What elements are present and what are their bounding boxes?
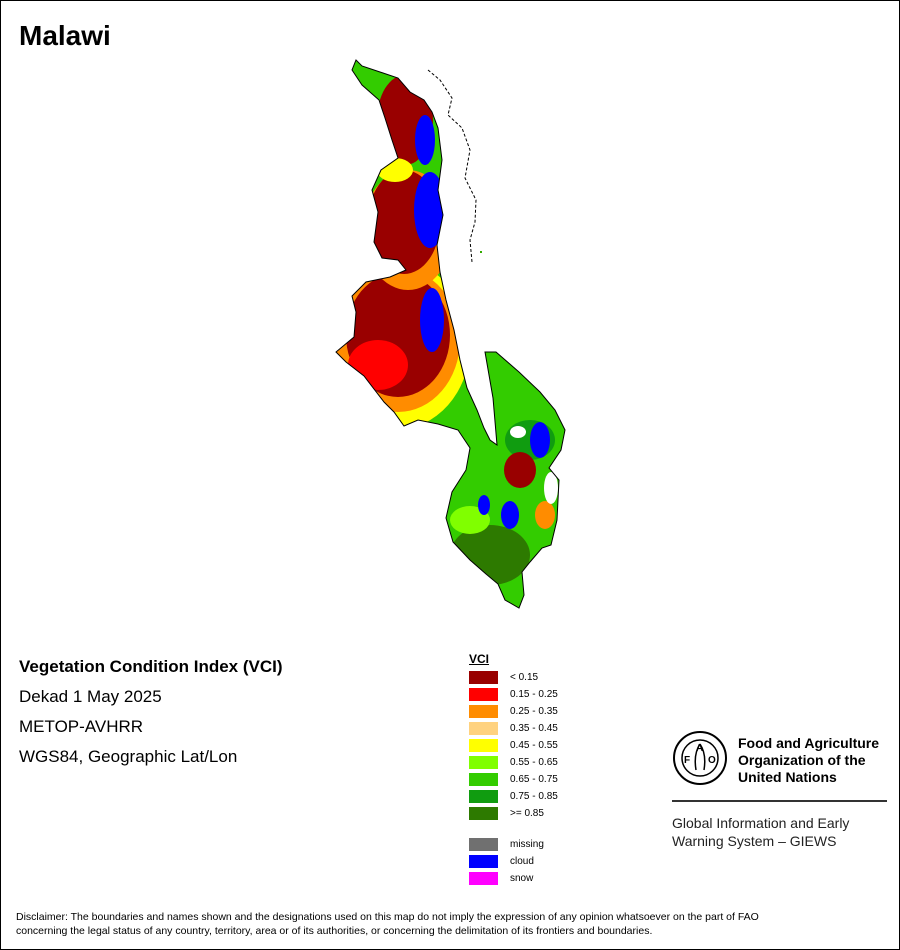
map-area (335, 59, 566, 609)
index-title: Vegetation Condition Index (VCI) (19, 657, 283, 676)
disclaimer-line: concerning the legal status of any count… (16, 925, 653, 937)
org-name-line: United Nations (738, 769, 837, 785)
legend-label: missing (510, 839, 544, 850)
divider (672, 800, 887, 802)
legend-swatch (469, 838, 498, 851)
legend-swatch (469, 790, 498, 803)
legend-item: 0.75 - 0.85 (469, 788, 558, 805)
logo-letter-a: A (696, 743, 703, 754)
legend-swatch (469, 739, 498, 752)
map-info: Vegetation Condition Index (VCI) Dekad 1… (19, 655, 283, 775)
map-title: Malawi (19, 20, 111, 51)
legend-item: 0.15 - 0.25 (469, 686, 558, 703)
raster-cloud-north (414, 172, 446, 248)
lake-malombe (510, 426, 526, 438)
legend-item: 0.35 - 0.45 (469, 720, 558, 737)
vci-raster (336, 60, 565, 608)
disclaimer-line: Disclaimer: The boundaries and names sho… (16, 911, 759, 923)
legend-label: 0.25 - 0.35 (510, 706, 558, 717)
org-name: Food and Agriculture Organization of the… (738, 735, 898, 786)
legend-item: cloud (469, 853, 534, 870)
dekad-label: Dekad 1 May 2025 (19, 687, 162, 706)
org-name-line: Organization of the (738, 752, 866, 768)
legend-item: 0.55 - 0.65 (469, 754, 558, 771)
legend-swatch (469, 872, 498, 885)
legend-swatch (469, 756, 498, 769)
legend-label: 0.35 - 0.45 (510, 723, 558, 734)
legend-label: < 0.15 (510, 672, 539, 683)
legend-swatch (469, 722, 498, 735)
legend-label: 0.45 - 0.55 (510, 740, 558, 751)
fao-logo-icon: F A O (673, 731, 727, 785)
legend-swatch (469, 688, 498, 701)
legend-label: cloud (510, 856, 534, 867)
org-name-line: Food and Agriculture (738, 735, 880, 751)
legend-label: 0.55 - 0.65 (510, 757, 558, 768)
legend-item: >= 0.85 (469, 805, 544, 822)
malawi-map (335, 59, 566, 609)
legend-item: snow (469, 870, 533, 887)
legend: VCI < 0.15 0.15 - 0.25 0.25 - 0.35 0.35 - 0… (469, 651, 558, 887)
legend-swatch (469, 807, 498, 820)
legend-swatch (469, 855, 498, 868)
raster-cloud-central (420, 288, 444, 352)
projection-label: WGS84, Geographic Lat/Lon (19, 747, 238, 766)
legend-special: missing cloud snow (469, 836, 544, 887)
raster-patch-north-yellow (377, 158, 413, 182)
giews-line: Warning System – GIEWS (672, 833, 837, 849)
legend-title: VCI (469, 652, 490, 666)
legend-item: < 0.15 (469, 669, 538, 686)
raster-patch-red (348, 340, 408, 390)
legend-label: >= 0.85 (510, 808, 544, 819)
legend-item: 0.45 - 0.55 (469, 737, 558, 754)
sensor-label: METOP-AVHRR (19, 717, 144, 736)
raster-cloud-north2 (415, 115, 435, 165)
legend-label: 0.75 - 0.85 (510, 791, 558, 802)
legend-item: 0.65 - 0.75 (469, 771, 558, 788)
legend-swatch (469, 671, 498, 684)
giews-label: Global Information and Early Warning Sys… (672, 814, 849, 850)
lake-malawi-shore (427, 69, 477, 263)
legend-label: 0.65 - 0.75 (510, 774, 558, 785)
raster-cloud-east (530, 422, 550, 458)
raster-cloud-south (501, 501, 519, 529)
legend-swatch (469, 773, 498, 786)
lake-chilwa (544, 472, 558, 504)
legend-classes: < 0.15 0.15 - 0.25 0.25 - 0.35 0.35 - 0.45 0… (469, 669, 558, 822)
logo-letter-o: O (708, 755, 716, 766)
logo-letter-f: F (684, 755, 690, 766)
legend-item: 0.25 - 0.35 (469, 703, 558, 720)
giews-line: Global Information and Early (672, 815, 850, 831)
disclaimer: Disclaimer: The boundaries and names sho… (16, 910, 886, 938)
legend-item: missing (469, 836, 544, 853)
raster-patch-south-orange (535, 501, 555, 529)
legend-swatch (469, 705, 498, 718)
raster-patch-south-red (504, 452, 536, 488)
raster-cloud-south2 (478, 495, 490, 515)
raster-patch-south2 (450, 506, 490, 534)
likoma-island (480, 251, 482, 253)
legend-label: 0.15 - 0.25 (510, 689, 558, 700)
raster-patch-south (450, 525, 530, 585)
legend-label: snow (510, 873, 534, 884)
